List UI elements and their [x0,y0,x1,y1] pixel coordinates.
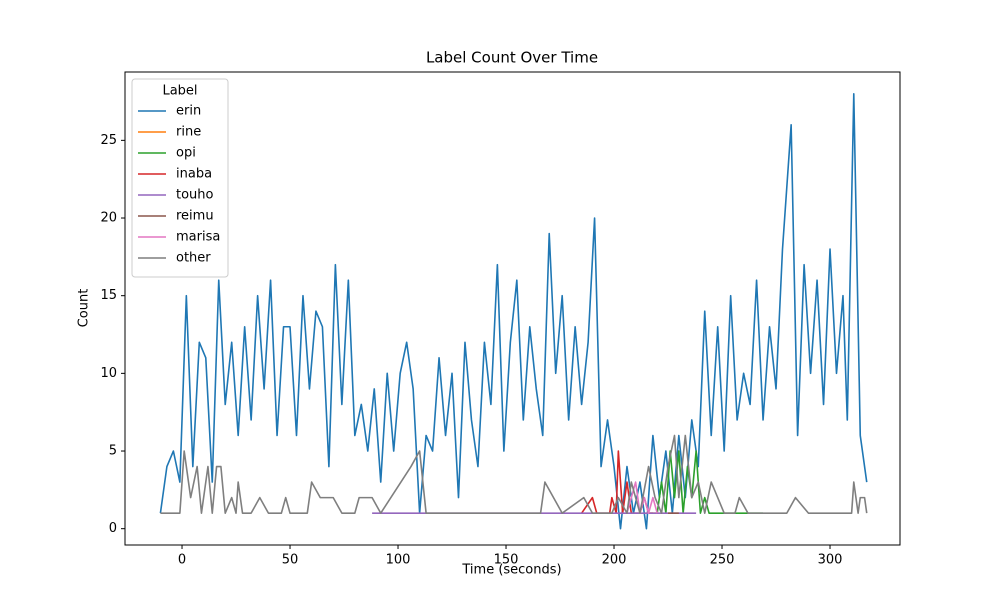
legend-title: Label [162,84,197,99]
series-line [159,92,868,530]
y-axis-label: Count [77,289,92,328]
legend-label: touho [176,188,214,203]
y-tick-label: 5 [109,444,117,459]
legend-label: rine [176,125,201,140]
x-tick-label: 0 [178,553,186,568]
legend-box [131,78,229,278]
legend-label: marisa [176,230,220,245]
y-tick-label: 25 [100,133,117,148]
x-tick-label: 100 [386,553,411,568]
legend-label: other [176,251,211,266]
legend-label: inaba [176,167,212,182]
y-tick-label: 0 [109,521,117,536]
legend-label: opi [176,146,196,161]
x-tick-label: 250 [710,553,735,568]
x-axis-label: Time (seconds) [461,563,561,578]
x-tick-label: 50 [282,553,299,568]
chart-title: Label Count Over Time [426,49,598,67]
series-line [160,434,868,514]
x-tick-label: 200 [602,553,627,568]
plot-frame [124,71,901,546]
y-tick-label: 20 [100,211,117,226]
legend-label: reimu [176,209,214,224]
y-tick-label: 10 [100,366,117,381]
x-tick-label: 300 [818,553,843,568]
x-tick-label: 150 [494,553,519,568]
legend-label: erin [176,104,201,119]
y-tick-label: 15 [100,288,117,303]
